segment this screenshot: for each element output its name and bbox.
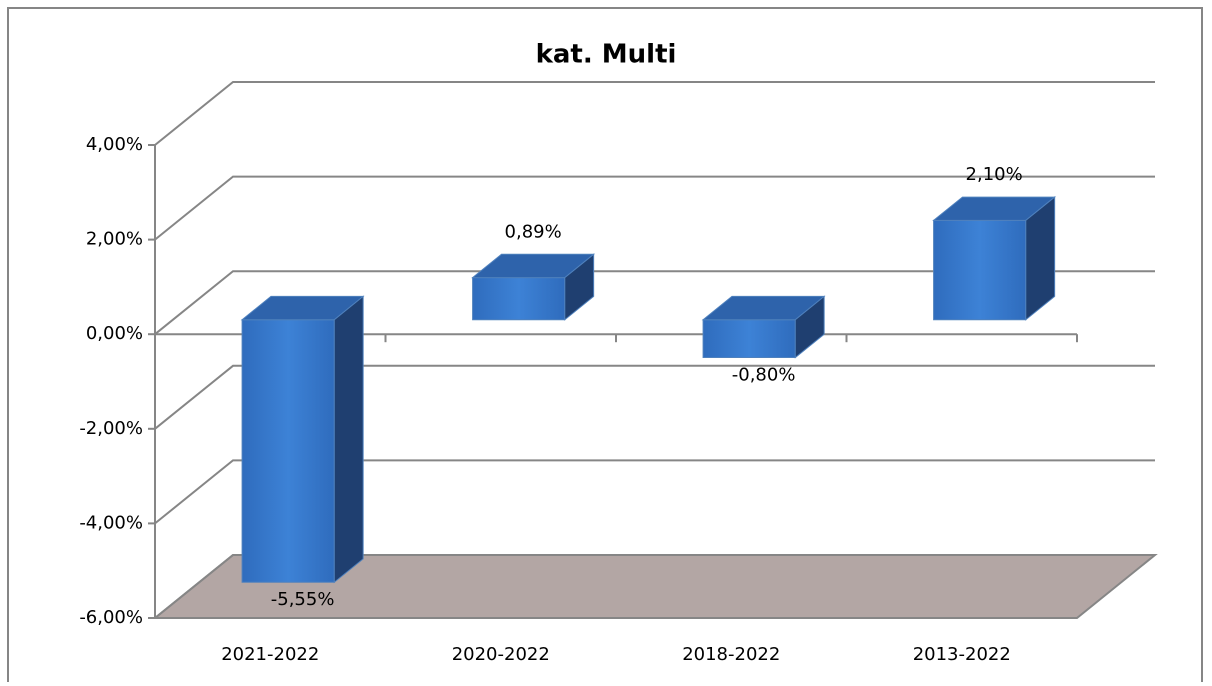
value-label: 2,10% — [966, 164, 1023, 185]
grid-line — [154, 554, 1155, 619]
y-tick-label: -2,00% — [79, 418, 143, 439]
value-label: 0,89% — [505, 221, 562, 242]
bar-front — [241, 319, 335, 583]
bar — [932, 196, 1057, 321]
bar — [471, 253, 596, 321]
y-tick-label: 4,00% — [86, 134, 143, 155]
grid-line — [154, 364, 1155, 430]
x-tick-label: 2018-2022 — [682, 644, 780, 665]
y-tick-label: 0,00% — [86, 323, 143, 344]
chart-title: kat. Multi — [536, 40, 677, 70]
bar — [701, 295, 826, 359]
grid-line — [154, 175, 1155, 241]
bar-side — [564, 253, 595, 321]
bar-side — [794, 295, 825, 359]
bar-front — [702, 319, 796, 359]
y-tick-label: -4,00% — [79, 512, 143, 533]
bar-front — [933, 219, 1027, 321]
y-tick-label: -6,00% — [79, 607, 143, 628]
x-tick-label: 2021-2022 — [221, 644, 319, 665]
bar-front — [472, 277, 566, 321]
grid-line — [154, 459, 1155, 525]
x-tick-label: 2020-2022 — [452, 644, 550, 665]
value-label: -0,80% — [732, 365, 796, 386]
y-tick-label: 2,00% — [86, 229, 143, 250]
x-tick-label: 2013-2022 — [913, 644, 1011, 665]
grid-line — [154, 81, 1155, 146]
bar-side — [1025, 196, 1056, 321]
bar — [240, 295, 365, 584]
value-label: -5,55% — [271, 589, 335, 610]
bar-side — [333, 295, 364, 584]
grid-line — [154, 270, 1155, 335]
